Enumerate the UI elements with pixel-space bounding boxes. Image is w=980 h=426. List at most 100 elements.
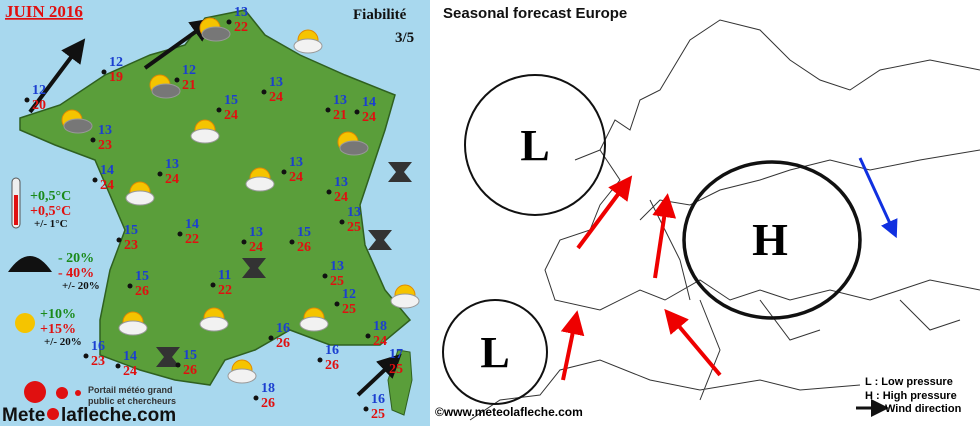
max-temp: 24	[224, 108, 238, 123]
logo-end: lafleche.com	[61, 405, 176, 426]
city-dot	[177, 231, 183, 237]
europe-coast	[469, 19, 980, 421]
logo-dot	[56, 387, 68, 399]
min-temp: 17	[389, 347, 403, 362]
min-temp: 13	[249, 225, 263, 240]
city-dot	[90, 137, 96, 143]
city-dot	[83, 353, 89, 359]
wind-arrow	[576, 175, 633, 250]
low-label: L	[520, 121, 549, 170]
legend-sun: +/- 20%	[44, 336, 82, 348]
cloud-icon	[245, 176, 275, 192]
min-temp: 15	[135, 269, 149, 284]
max-temp: 21	[333, 108, 347, 123]
city-dot	[381, 361, 387, 367]
city-dot	[325, 107, 331, 113]
umbrella	[8, 256, 52, 272]
max-temp: 25	[347, 220, 361, 235]
min-temp: 14	[100, 163, 114, 178]
city-dot	[261, 89, 267, 95]
min-temp: 16	[91, 339, 105, 354]
logo-start: Mete	[2, 405, 45, 426]
city-dot	[317, 357, 323, 363]
wind-arrow	[356, 353, 402, 397]
min-temp: 13	[98, 123, 112, 138]
legend-rain: - 20%	[58, 251, 94, 266]
max-temp: 22	[218, 283, 232, 298]
storm-icon	[156, 347, 180, 367]
max-temp: 22	[234, 20, 248, 35]
city-dot	[210, 282, 216, 288]
wind-arrow	[664, 308, 722, 377]
max-temp: 26	[276, 336, 290, 351]
min-temp: 15	[297, 225, 311, 240]
city-dot	[92, 177, 98, 183]
tagline: public et chercheurs	[88, 396, 176, 406]
min-temp: 15	[224, 93, 238, 108]
max-temp: 26	[325, 358, 339, 373]
max-temp: 26	[135, 284, 149, 299]
legend-high: H : High pressure	[865, 390, 957, 402]
sun-icon	[15, 313, 35, 333]
city-dot	[289, 239, 295, 245]
legend-rain: - 40%	[58, 266, 94, 281]
legend-temperature: +0,5°C	[30, 189, 71, 204]
max-temp: 24	[373, 334, 387, 349]
red-arrows	[560, 175, 722, 381]
city-dot	[101, 69, 107, 75]
low-label: L	[480, 328, 509, 377]
city-dot	[115, 363, 121, 369]
min-temp: 13	[165, 157, 179, 172]
cloud-icon	[63, 118, 93, 134]
min-temp: 11	[218, 268, 231, 283]
min-temp: 13	[330, 259, 344, 274]
city-dot	[365, 333, 371, 339]
city-dot	[216, 107, 222, 113]
max-temp: 19	[109, 70, 123, 85]
reliability: 3/5	[395, 30, 414, 46]
reliability-label: Fiabilité	[353, 7, 407, 23]
min-temp: 14	[362, 95, 376, 110]
city-dot	[281, 169, 287, 175]
city-dot	[268, 335, 274, 341]
logo-o	[47, 408, 59, 420]
min-temp: 13	[333, 93, 347, 108]
min-temp: 12	[32, 83, 46, 98]
wind-arrow	[560, 310, 585, 381]
europe-bg	[430, 0, 980, 426]
min-temp: 15	[124, 223, 138, 238]
max-temp: 26	[297, 240, 311, 255]
min-temp: 13	[234, 5, 248, 20]
max-temp: 24	[289, 170, 303, 185]
min-temp: 12	[182, 63, 196, 78]
europe-title: Seasonal forecast Europe	[443, 5, 627, 22]
min-temp: 12	[109, 55, 123, 70]
city-dot	[253, 395, 259, 401]
wind-arrow	[143, 18, 215, 70]
cloud-icon	[390, 293, 420, 309]
max-temp: 22	[185, 232, 199, 247]
storm-icon	[368, 230, 392, 250]
min-temp: 12	[342, 287, 356, 302]
low-circle	[464, 74, 606, 216]
legend-wind: Wind direction	[885, 403, 962, 415]
city-dot	[339, 219, 345, 225]
max-temp: 24	[165, 172, 179, 187]
max-temp: 24	[249, 240, 263, 255]
min-temp: 14	[123, 349, 137, 364]
wind-arrow	[28, 38, 86, 114]
city-dot	[363, 406, 369, 412]
min-temp: 13	[347, 205, 361, 220]
storm-icon	[388, 162, 412, 182]
city-dot	[326, 189, 332, 195]
copyright: ©www.meteolafleche.com	[435, 405, 583, 419]
max-temp: 20	[32, 98, 46, 113]
high-label: H	[752, 214, 788, 265]
max-temp: 25	[389, 362, 403, 377]
legend-low: L : Low pressure	[865, 376, 953, 388]
logo-dot	[75, 390, 81, 396]
cloud-icon	[201, 26, 231, 42]
cloud-icon	[199, 316, 229, 332]
legend-sun: +15%	[40, 322, 76, 337]
